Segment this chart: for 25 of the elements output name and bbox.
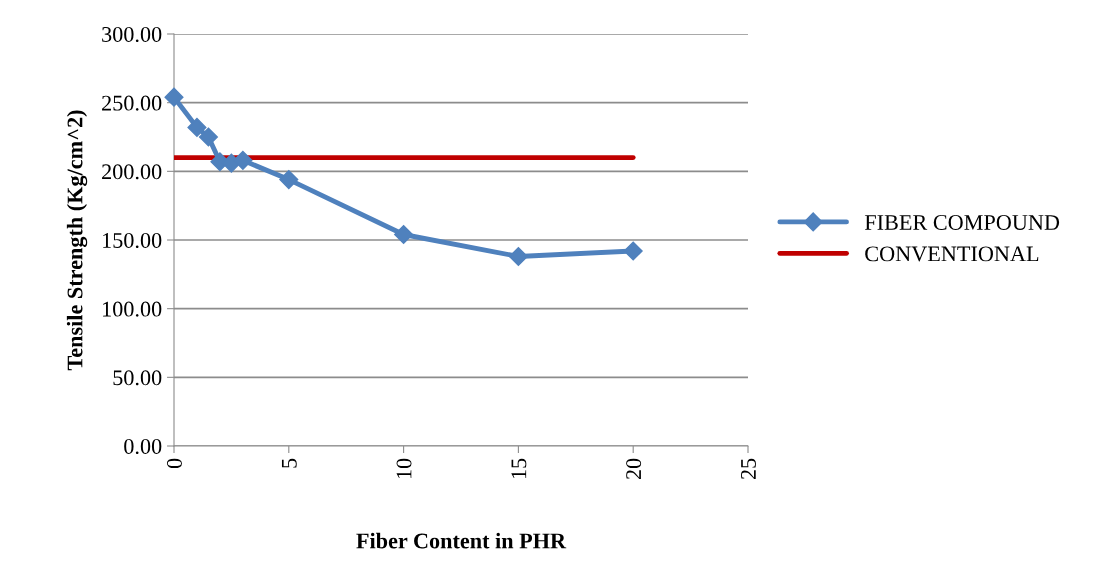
y-tick-label: 50.00 [113,370,162,386]
y-tick-label: 200.00 [102,164,162,180]
legend-label: CONVENTIONAL [865,246,1039,262]
y-tick-label: 150.00 [103,232,162,249]
point [279,170,299,190]
x-tick-label: 5 [281,458,297,468]
x-axis-title: Fiber Content in PHR [356,532,567,549]
point [164,87,184,107]
point [233,150,253,170]
y-tick-label: 300.00 [102,26,162,43]
y-tick-label: 250.00 [102,95,162,111]
point [187,117,207,137]
x-tick-label: 25 [740,458,756,480]
x-tick-label: 15 [511,458,527,479]
x-tick-label: 10 [396,458,412,479]
point [394,224,414,245]
y-tick-label: 100.00 [103,301,162,317]
point [623,241,643,261]
x-tick-label: 0 [166,458,182,469]
y-tick-label: 0.00 [124,438,162,455]
point [198,127,218,147]
y-axis-title: Tensile Strength (Kg/cm^2) [66,110,88,371]
legend-label: FIBER COMPOUND [864,215,1060,230]
x-tick-label: 20 [626,458,642,480]
point [508,246,528,267]
